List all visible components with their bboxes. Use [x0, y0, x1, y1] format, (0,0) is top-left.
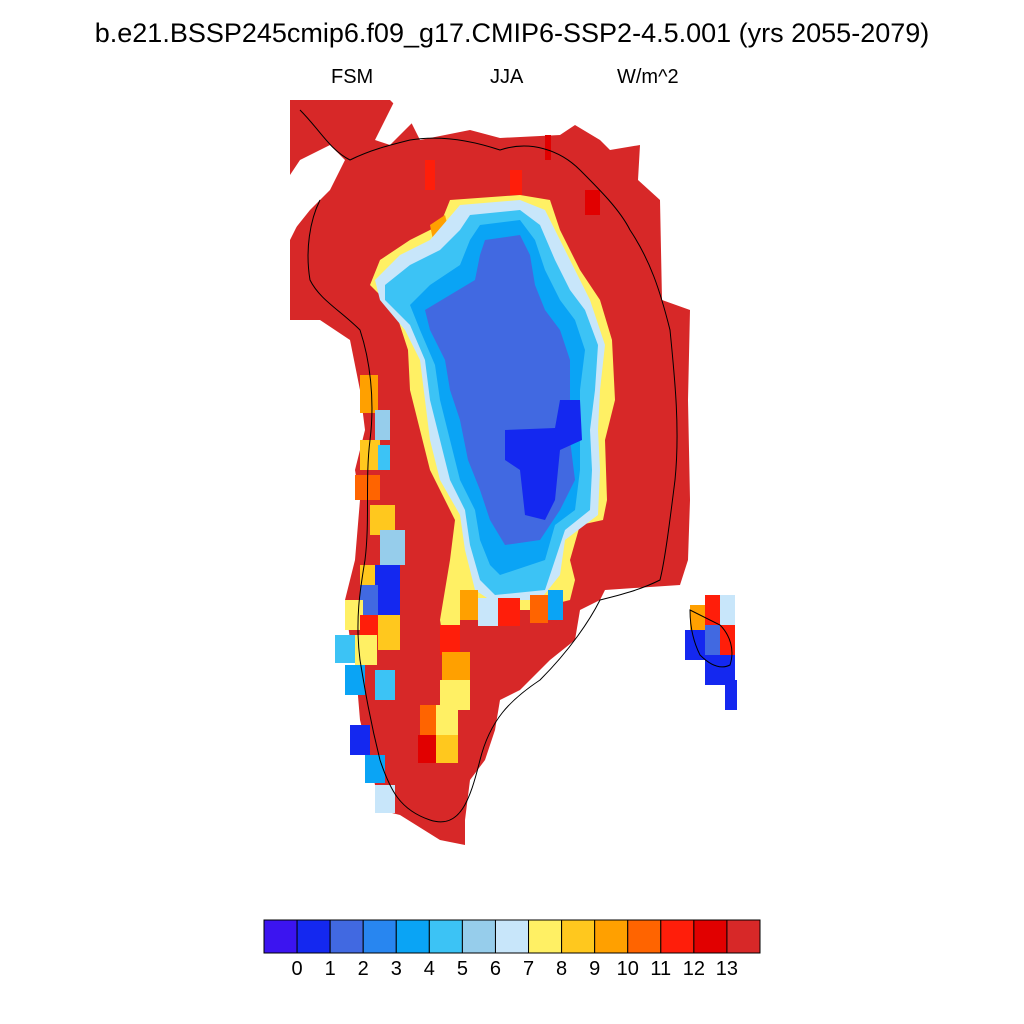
island-cell [705, 595, 720, 625]
colorbar-tick-label: 13 [715, 958, 739, 980]
colorbar-swatch [329, 919, 364, 954]
south-cell [498, 598, 520, 626]
west-cell [360, 615, 380, 640]
west-cell [378, 615, 400, 650]
colorbar-tick-label: 9 [589, 958, 601, 980]
colorbar-swatch [726, 919, 761, 954]
west-cell [360, 585, 378, 620]
west-cell [375, 785, 395, 813]
colorbar-tick-label: 7 [522, 958, 535, 980]
colorbar-tick-label: 0 [291, 958, 303, 980]
colorbar-swatch [362, 919, 397, 954]
colorbar-swatch [296, 919, 331, 954]
nw-coast-gap [290, 145, 345, 235]
west-cell [345, 665, 365, 695]
island-cell [685, 630, 705, 660]
colorbar-tick-label: 8 [556, 958, 568, 980]
colorbar-tick-label: 12 [682, 958, 705, 980]
colorbar-tick-label: 6 [489, 958, 502, 980]
south-cell [436, 735, 458, 763]
west-cell [360, 440, 380, 470]
west-cell [378, 445, 390, 470]
coastline [299, 109, 733, 823]
map-title: b.e21.BSSP245cmip6.f09_g17.CMIP6-SSP2-4.… [94, 18, 930, 48]
colorbar-swatch [627, 919, 662, 954]
south-cell [548, 590, 563, 620]
south-cell [436, 705, 458, 735]
colorbar-tick-label: 10 [616, 958, 639, 980]
colorbar-swatch [594, 919, 629, 954]
variable-label: FSM [331, 66, 374, 88]
colorbar-swatch [528, 919, 563, 954]
colorbar-swatch [561, 919, 596, 954]
colorbar-tick-label: 1 [324, 958, 336, 980]
colorbar-swatch [660, 919, 695, 954]
south-cell [478, 598, 498, 626]
colorbar-swatch [395, 919, 430, 954]
west-cell [375, 410, 390, 440]
north-streak [585, 190, 600, 215]
colorbar-swatch [494, 919, 530, 954]
island-cell [725, 680, 737, 710]
season-label: JJA [490, 66, 524, 88]
south-cell [530, 595, 548, 623]
west-cell [375, 670, 395, 700]
colorbar-swatch [263, 919, 298, 954]
island-cell [690, 605, 705, 630]
nw-bay-gap [375, 100, 415, 145]
south-cell [442, 652, 470, 680]
map-field-cells [290, 100, 737, 845]
west-cell [375, 565, 400, 615]
south-cell [460, 590, 478, 620]
west-cell [350, 725, 370, 755]
units-label: W/m^2 [617, 66, 679, 88]
island-cell [720, 595, 735, 625]
north-streak [545, 135, 551, 160]
south-cell [440, 625, 460, 655]
colorbar-tick-label: 5 [456, 958, 468, 980]
west-cell [360, 375, 378, 413]
west-cell [355, 635, 377, 665]
colorbar-tick-label: 11 [650, 958, 672, 980]
colorbar-swatch [428, 919, 463, 954]
colorbar-swatch [693, 919, 728, 954]
ice-core-deep [505, 400, 582, 520]
west-cell [335, 635, 355, 663]
island-cell [705, 625, 720, 655]
colorbar-tick-label: 4 [423, 958, 435, 980]
north-streak [510, 170, 522, 195]
colorbar-swatch [461, 919, 496, 954]
south-cell [418, 735, 438, 763]
north-streak [425, 160, 435, 190]
colorbar-tick-label: 2 [357, 958, 369, 980]
west-cell [365, 755, 385, 783]
west-cell [380, 530, 405, 565]
south-cell [420, 705, 440, 735]
colorbar-tick-label: 3 [390, 958, 402, 980]
